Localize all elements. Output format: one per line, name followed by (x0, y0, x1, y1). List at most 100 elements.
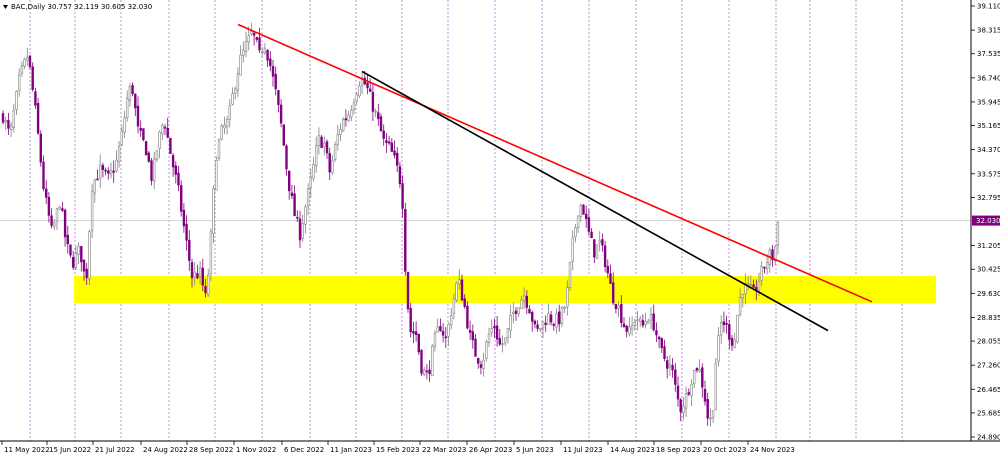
candle (247, 26, 250, 51)
candle (452, 293, 456, 320)
candle (547, 303, 550, 325)
candle (306, 183, 310, 216)
candle (722, 311, 726, 333)
candle (20, 61, 24, 77)
candle (204, 279, 207, 298)
candle (482, 352, 485, 377)
candle (671, 358, 674, 378)
candle (379, 113, 383, 132)
candle (638, 315, 642, 327)
candle (225, 115, 229, 135)
candle (525, 290, 529, 315)
candle (7, 113, 10, 136)
candle (17, 68, 21, 97)
candle (609, 264, 612, 284)
x-tick-label: 21 Jul 2022 (95, 446, 135, 454)
candle (398, 161, 402, 189)
candle (644, 312, 647, 329)
candle (393, 140, 396, 159)
candle (641, 314, 645, 328)
candle (44, 179, 48, 205)
y-tick-label: 39.110 (977, 3, 1000, 11)
candle (242, 41, 245, 63)
candle (117, 140, 121, 168)
candle (498, 328, 501, 347)
candle (579, 203, 583, 222)
candle (271, 59, 275, 87)
candle (765, 254, 769, 275)
support-zone (74, 276, 936, 304)
candle (31, 62, 34, 92)
candle (425, 364, 429, 380)
y-tick-label: 27.260 (977, 362, 1000, 370)
candle (636, 310, 639, 331)
candle (252, 31, 256, 46)
candle (77, 242, 80, 264)
candle (522, 287, 526, 310)
candle (387, 135, 391, 146)
candle (182, 203, 186, 233)
candle (428, 360, 431, 382)
x-tick-label: 11 May 2022 (4, 446, 50, 454)
candle (485, 340, 488, 362)
candle (126, 90, 129, 122)
candle (417, 333, 420, 355)
y-tick-label: 37.535 (977, 50, 1000, 58)
candle (530, 310, 534, 332)
candle (74, 245, 78, 271)
candle (190, 258, 194, 288)
candle (244, 31, 248, 58)
candle (350, 105, 353, 122)
x-tick-label: 15 Jun 2022 (49, 446, 91, 454)
candle (601, 233, 604, 252)
candle (433, 330, 437, 352)
candle (39, 130, 43, 167)
candle (736, 314, 739, 344)
candle (174, 161, 177, 184)
candle (287, 170, 291, 200)
candle (169, 137, 172, 154)
candle (458, 269, 461, 290)
candle (490, 319, 493, 337)
candle (495, 316, 499, 347)
candle (703, 380, 707, 406)
candle (698, 359, 701, 373)
x-tick-label: 22 Mar 2023 (422, 446, 466, 454)
candle (328, 147, 331, 181)
trendlines (237, 23, 873, 332)
candle (682, 397, 685, 421)
y-tick-label: 33.575 (977, 170, 1000, 178)
candle (576, 215, 580, 233)
candle (660, 337, 664, 354)
time-axis: 11 May 2022 15 Jun 2022 21 Jul 2022 24 Aug … (1, 441, 795, 454)
candle (447, 322, 450, 346)
candle (568, 261, 572, 292)
candle (80, 245, 83, 272)
candle (99, 154, 102, 189)
candle (725, 315, 728, 334)
candle (347, 110, 350, 122)
x-tick-label: 26 Apr 2023 (469, 446, 512, 454)
candle (587, 208, 591, 236)
candle (304, 204, 307, 234)
candle (309, 169, 312, 198)
candle (153, 151, 156, 190)
candle (684, 386, 688, 417)
x-tick-label: 18 Sep 2023 (656, 446, 700, 454)
candle (72, 250, 75, 270)
candle (323, 136, 326, 156)
black-trendline (361, 70, 829, 332)
candle (42, 155, 45, 192)
candle (344, 109, 348, 127)
candle (771, 245, 774, 268)
candle (520, 295, 523, 310)
candle (544, 315, 547, 332)
last-price-tag: 32.030 (972, 215, 1000, 226)
candle (196, 264, 199, 280)
collapse-triangle-icon[interactable] (3, 5, 8, 9)
candle (333, 141, 337, 163)
candle (422, 367, 426, 377)
candle (595, 244, 599, 259)
candle (409, 302, 412, 338)
